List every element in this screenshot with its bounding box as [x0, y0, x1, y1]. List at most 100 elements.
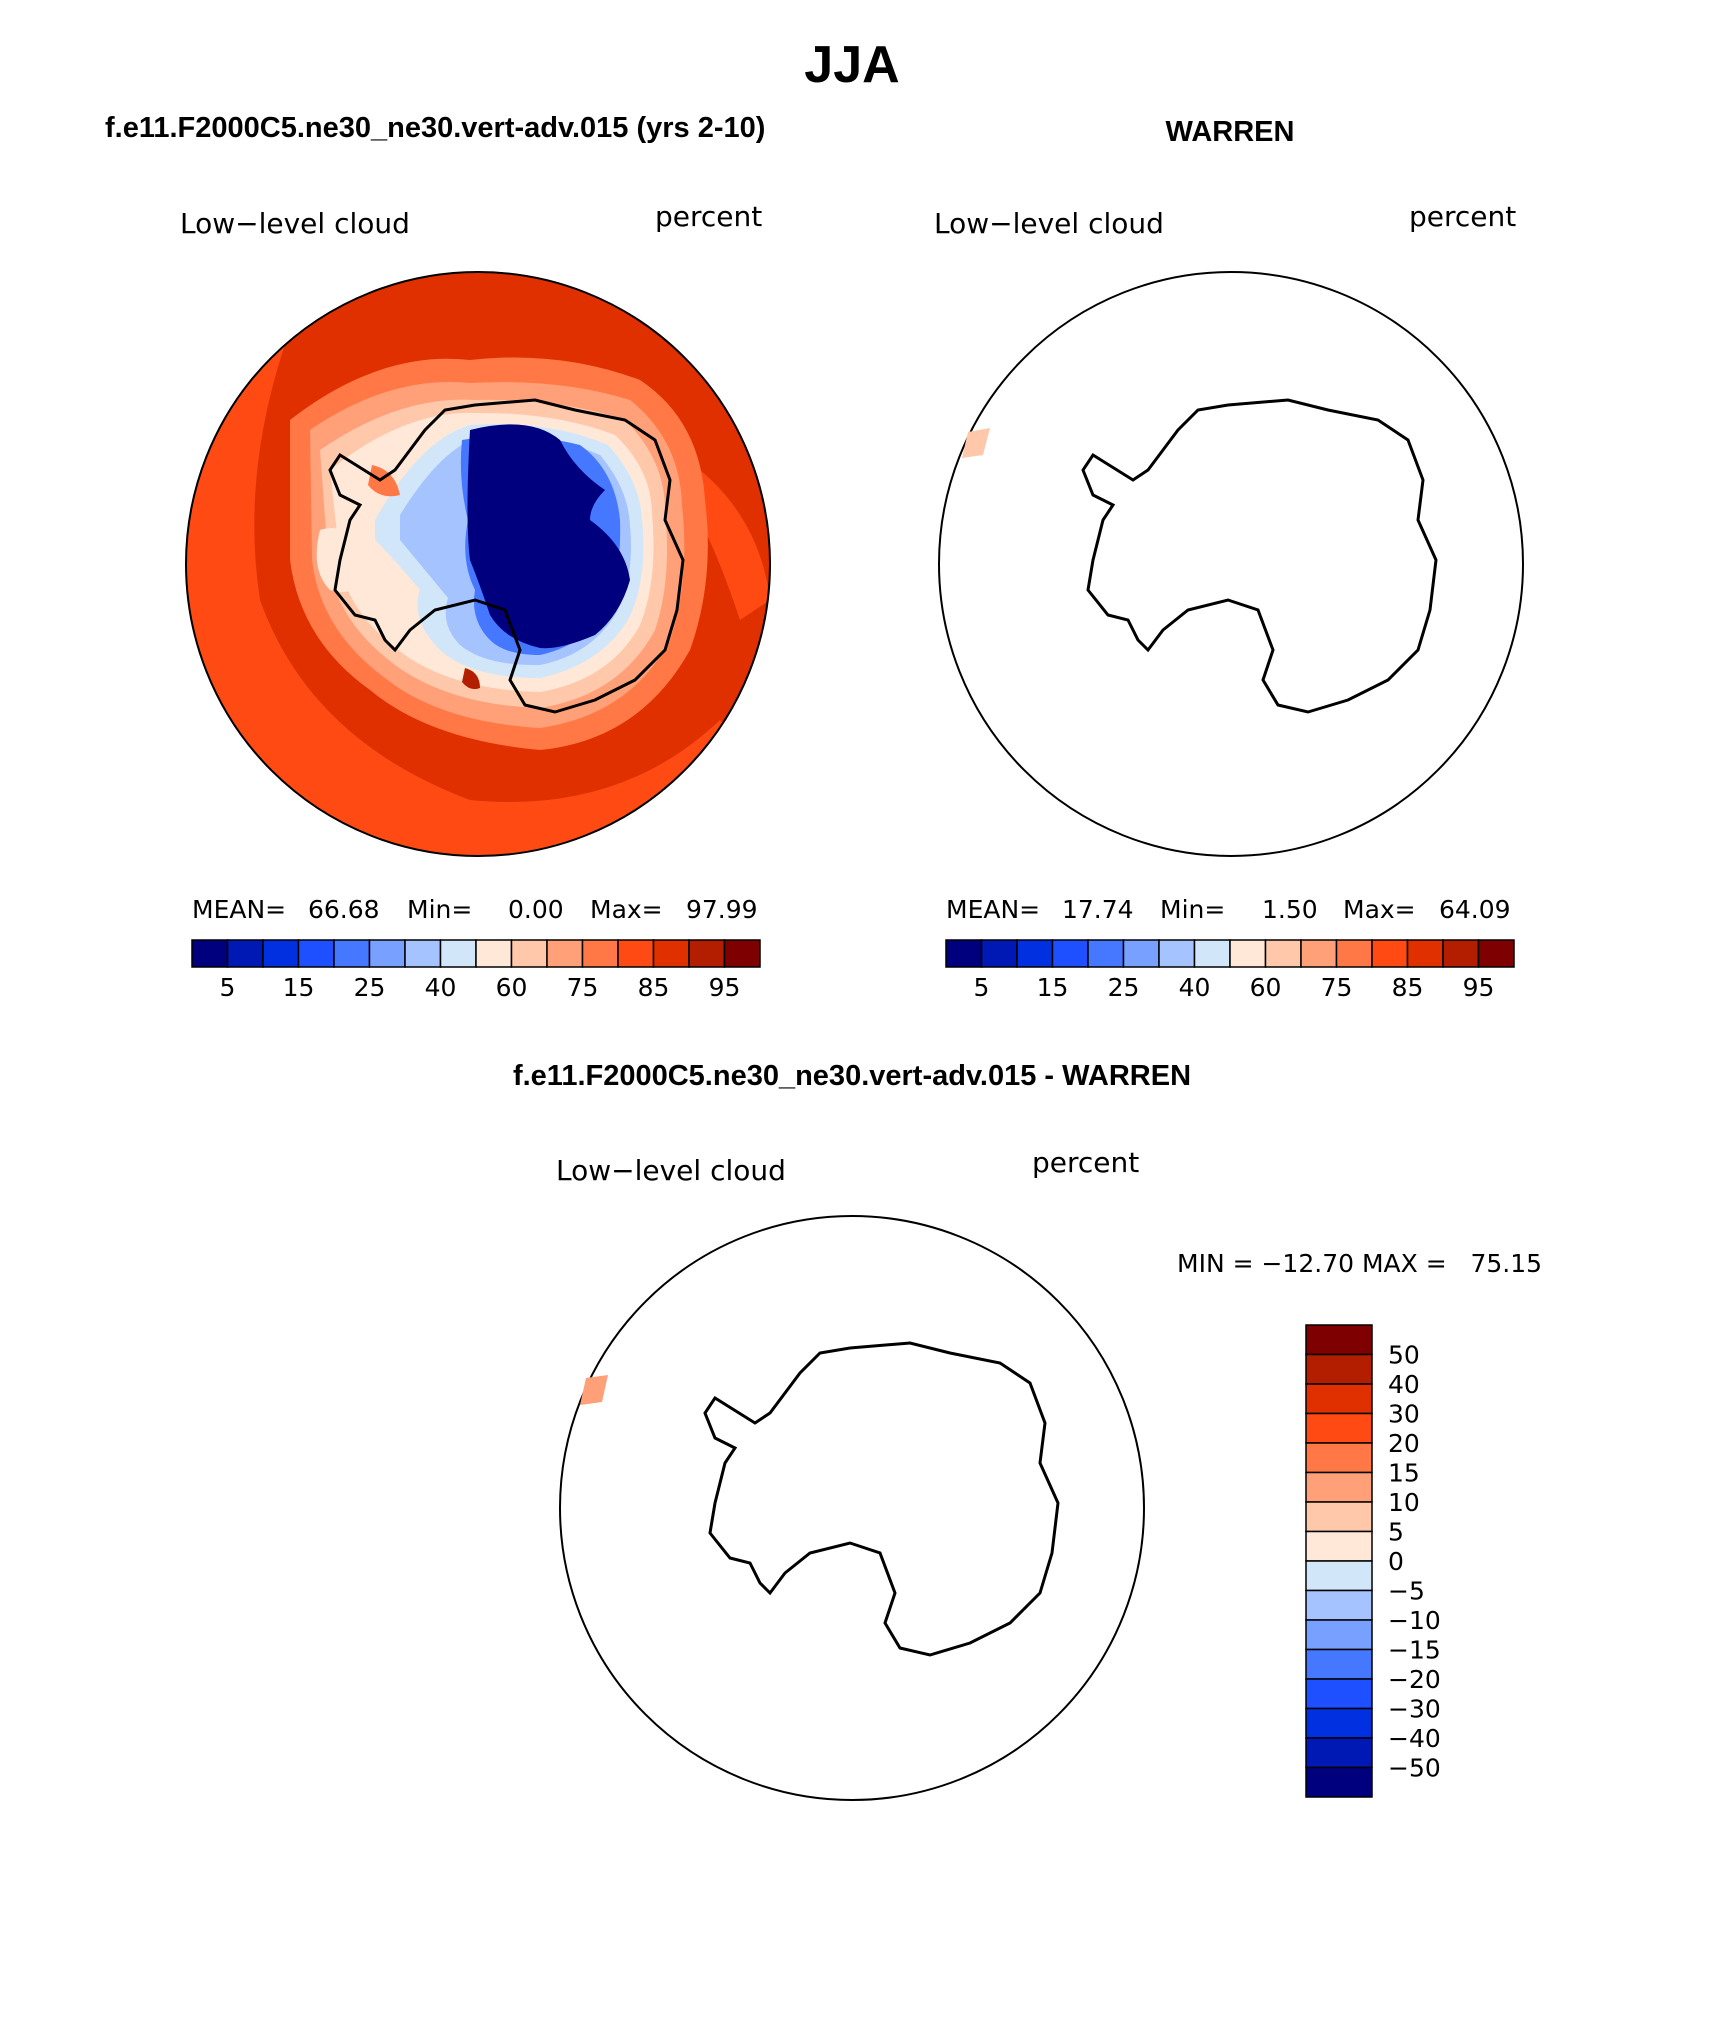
colorbar-swatch	[1122, 939, 1160, 968]
colorbar-swatch	[1305, 1471, 1373, 1503]
colorbar-swatch	[1305, 1353, 1373, 1385]
panel-model-max-label: Max=	[590, 895, 663, 924]
colorbar-tick-label: 50	[1388, 1341, 1420, 1370]
colorbar-swatch	[980, 939, 1018, 968]
colorbar-swatch	[439, 939, 477, 968]
colorbar-tick-label: 25	[1108, 973, 1140, 1002]
colorbar-swatch	[581, 939, 619, 968]
panel-model: f.e11.F2000C5.ne30_ne30.vert-adv.015 (yr…	[105, 112, 771, 1002]
colorbar-tick-label: −20	[1388, 1665, 1441, 1694]
colorbar-tick-label: 25	[354, 973, 386, 1002]
colorbar-swatch	[404, 939, 442, 968]
panel-diff-field-label: Low−level cloud	[556, 1154, 786, 1187]
colorbar-tick-label: 60	[1250, 973, 1282, 1002]
panel-obs-stats: MEAN= 17.74 Min= 1.50 Max= 64.09	[946, 895, 1511, 924]
colorbar-tick-label: 75	[567, 973, 599, 1002]
colorbar-swatch	[262, 939, 300, 968]
contour-band-75-85-east	[700, 470, 770, 620]
colorbar-swatch	[226, 939, 264, 968]
colorbar-tick-label: −30	[1388, 1695, 1441, 1724]
colorbar-swatch	[1016, 939, 1054, 968]
panel-obs: WARREN Low−level cloud percent MEAN= 17.…	[934, 116, 1524, 1002]
colorbar-tick-label: 40	[1179, 973, 1211, 1002]
panel-model-map-border	[185, 271, 771, 857]
colorbar-swatch	[1305, 1707, 1373, 1739]
panel-model-max-value: 97.99	[686, 895, 758, 924]
colorbar-swatch	[1158, 939, 1196, 968]
colorbar-swatch	[368, 939, 406, 968]
panel-diff: f.e11.F2000C5.ne30_ne30.vert-adv.015 - W…	[513, 1060, 1542, 1801]
colorbar-swatch	[1229, 939, 1267, 968]
colorbar-tick-label: 95	[709, 973, 741, 1002]
panel-obs-data-patch	[962, 428, 990, 458]
colorbar-swatch	[617, 939, 655, 968]
colorbar-swatch	[546, 939, 584, 968]
colorbar-tick-label: −50	[1388, 1754, 1441, 1783]
colorbar-swatch	[1305, 1589, 1373, 1621]
colorbar-swatch	[1305, 1560, 1373, 1592]
colorbar-swatch	[1305, 1501, 1373, 1533]
colorbar-tick-label: 40	[1388, 1370, 1420, 1399]
panel-diff-units-label: percent	[1032, 1146, 1139, 1179]
colorbar-tick-label: 40	[425, 973, 457, 1002]
colorbar-swatch	[1442, 939, 1480, 968]
colorbar-swatch	[945, 939, 983, 968]
panel-obs-field-label: Low−level cloud	[934, 207, 1164, 240]
colorbar-tick-label: −40	[1388, 1724, 1441, 1753]
colorbar-swatch	[1305, 1442, 1373, 1474]
panel-diff-minmax: MIN = −12.70 MAX = 75.15	[1177, 1249, 1542, 1278]
panel-model-mean-label: MEAN=	[192, 895, 286, 924]
colorbar-swatch	[1335, 939, 1373, 968]
colorbar-tick-label: 85	[638, 973, 670, 1002]
colorbar-tick-label: 0	[1388, 1547, 1404, 1576]
contour-patch-ross	[462, 668, 480, 690]
colorbar-swatch	[1406, 939, 1444, 968]
panel-obs-mean-label: MEAN=	[946, 895, 1040, 924]
figure-title: JJA	[804, 36, 899, 94]
colorbar-tick-label: 75	[1321, 973, 1353, 1002]
colorbar-swatch	[1087, 939, 1125, 968]
panel-model-units-label: percent	[655, 200, 762, 233]
panel-model-field-label: Low−level cloud	[180, 207, 410, 240]
colorbar-tick-label: 5	[974, 973, 990, 1002]
colorbar-swatch	[1051, 939, 1089, 968]
colorbar-swatch	[1305, 1678, 1373, 1710]
colorbar-swatch	[1264, 939, 1302, 968]
colorbar-tick-label: 15	[1388, 1459, 1420, 1488]
panel-obs-min-value: 1.50	[1262, 895, 1318, 924]
colorbar-swatch	[191, 939, 229, 968]
panel-diff-data-patch	[580, 1375, 608, 1405]
panel-obs-colorbar: 5 15 25 40 60 75 85 95	[945, 939, 1515, 1002]
panel-obs-units-label: percent	[1409, 200, 1516, 233]
colorbar-tick-label: 5	[220, 973, 236, 1002]
colorbar-swatch	[1305, 1324, 1373, 1356]
panel-model-mean-value: 66.68	[308, 895, 380, 924]
colorbar-swatch	[1305, 1619, 1373, 1651]
panel-model-colorbar: 5 15 25 40 60 75 85 95	[191, 939, 761, 1002]
colorbar-tick-label: −15	[1388, 1636, 1441, 1665]
colorbar-swatch	[723, 939, 761, 968]
panel-model-stats: MEAN= 66.68 Min= 0.00 Max= 97.99	[192, 895, 758, 924]
panel-diff-heading: f.e11.F2000C5.ne30_ne30.vert-adv.015 - W…	[513, 1060, 1191, 1092]
contour-patch-peninsula	[316, 528, 380, 592]
colorbar-swatch	[1305, 1383, 1373, 1415]
panel-obs-mean-value: 17.74	[1062, 895, 1134, 924]
colorbar-swatch	[1477, 939, 1515, 968]
panel-model-min-value: 0.00	[508, 895, 564, 924]
colorbar-tick-label: 95	[1463, 973, 1495, 1002]
colorbar-tick-label: 15	[283, 973, 315, 1002]
colorbar-swatch	[333, 939, 371, 968]
panel-model-min-label: Min=	[407, 895, 472, 924]
colorbar-swatch	[1305, 1412, 1373, 1444]
panel-obs-max-value: 64.09	[1439, 895, 1511, 924]
colorbar-tick-label: 5	[1388, 1518, 1404, 1547]
colorbar-swatch	[510, 939, 548, 968]
colorbar-tick-label: 10	[1388, 1488, 1420, 1517]
panel-obs-heading: WARREN	[1166, 116, 1295, 148]
colorbar-tick-label: −10	[1388, 1606, 1441, 1635]
colorbar-swatch	[1305, 1737, 1373, 1769]
panel-model-heading: f.e11.F2000C5.ne30_ne30.vert-adv.015 (yr…	[105, 112, 765, 144]
colorbar-swatch	[1300, 939, 1338, 968]
